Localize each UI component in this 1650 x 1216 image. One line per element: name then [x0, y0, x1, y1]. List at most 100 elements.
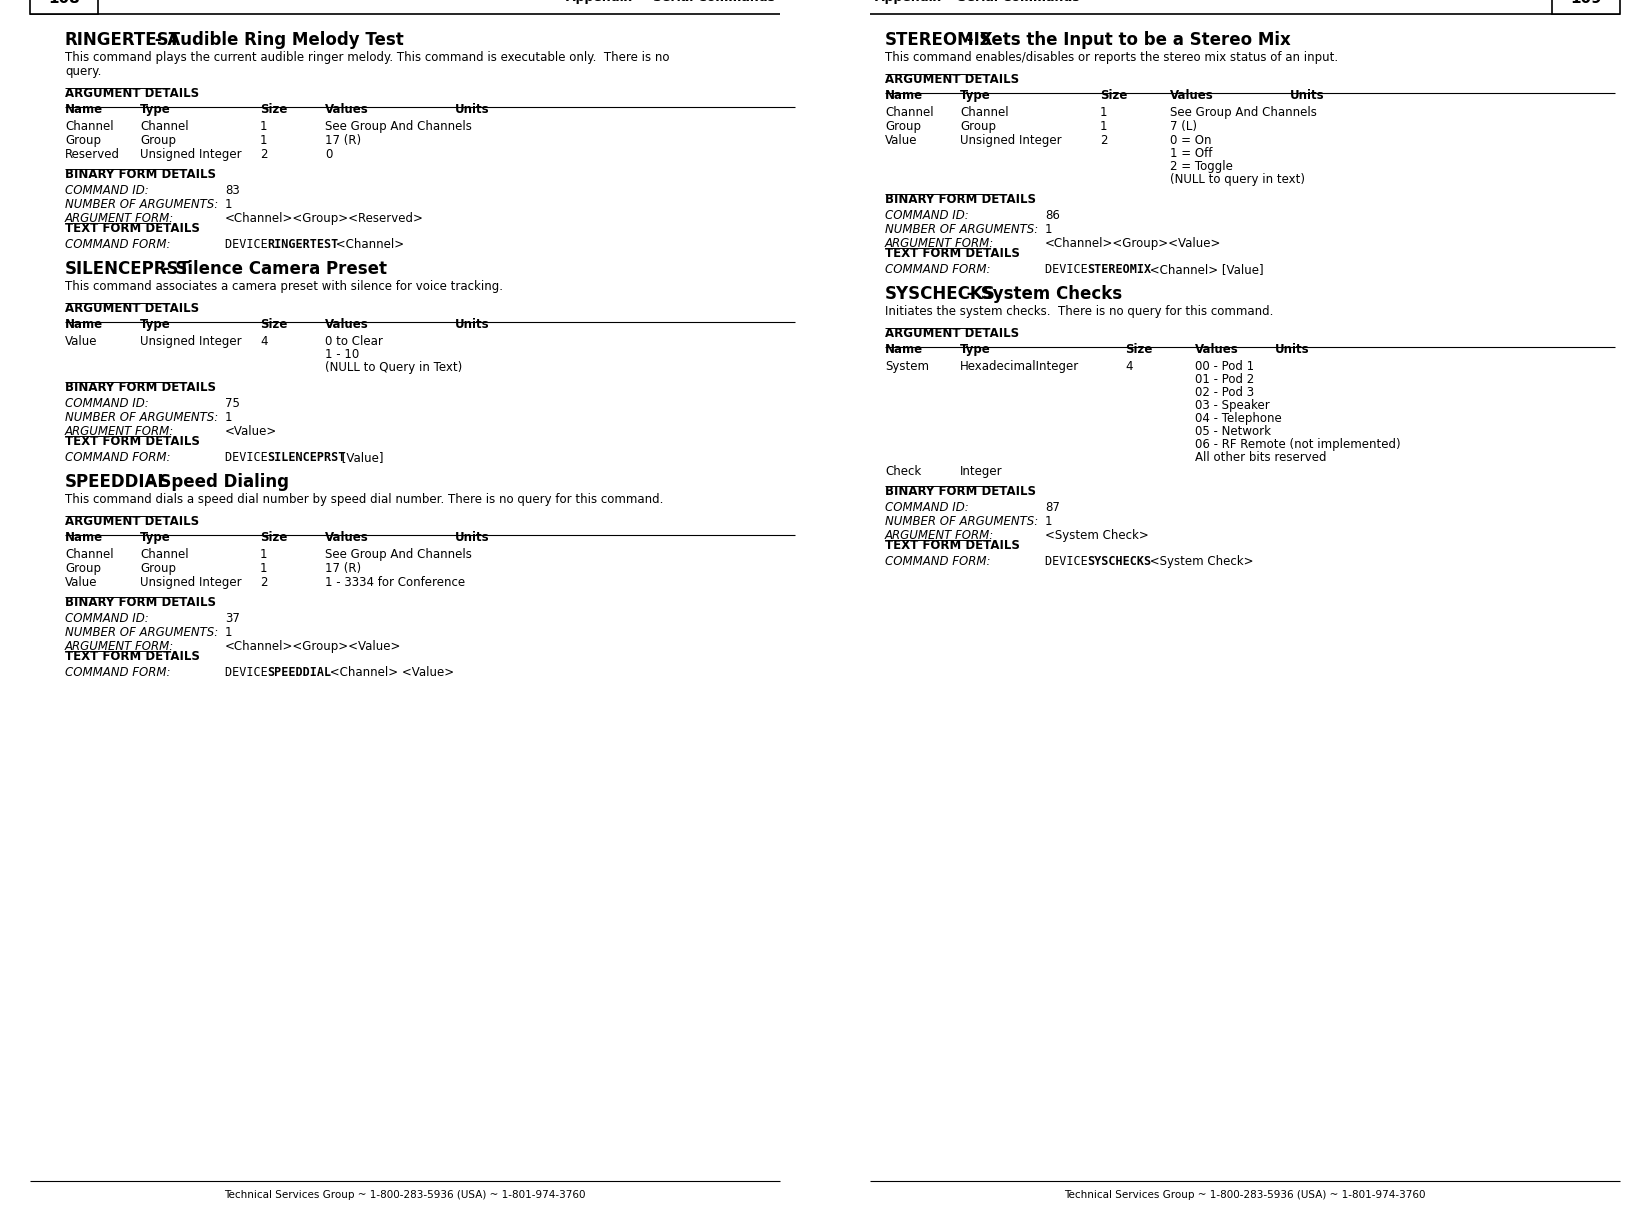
Text: 0 to Clear: 0 to Clear — [325, 334, 383, 348]
Text: SPEEDDIAL: SPEEDDIAL — [267, 666, 332, 679]
Text: <Channel>: <Channel> — [332, 238, 404, 250]
Text: DEVICE: DEVICE — [224, 238, 276, 250]
Text: Initiates the system checks.  There is no query for this command.: Initiates the system checks. There is no… — [884, 305, 1274, 319]
Text: Group: Group — [64, 562, 101, 575]
Text: 37: 37 — [224, 612, 239, 625]
Text: - Sets the Input to be a Stereo Mix: - Sets the Input to be a Stereo Mix — [960, 30, 1290, 49]
Text: DEVICE: DEVICE — [1044, 263, 1096, 276]
Text: Channel: Channel — [64, 548, 114, 561]
Text: COMMAND ID:: COMMAND ID: — [884, 501, 969, 514]
Text: Value: Value — [884, 134, 917, 147]
Text: ARGUMENT FORM:: ARGUMENT FORM: — [64, 212, 175, 225]
Text: query.: query. — [64, 64, 101, 78]
Text: Values: Values — [325, 531, 368, 544]
Text: Name: Name — [884, 89, 922, 102]
Text: TEXT FORM DETAILS: TEXT FORM DETAILS — [64, 223, 200, 235]
Text: Name: Name — [64, 319, 102, 331]
Bar — [1553, 0, 1620, 15]
Text: BINARY FORM DETAILS: BINARY FORM DETAILS — [64, 381, 216, 394]
Text: Type: Type — [140, 319, 170, 331]
Text: (NULL to query in text): (NULL to query in text) — [1170, 173, 1305, 186]
Text: ARGUMENT FORM:: ARGUMENT FORM: — [64, 640, 175, 653]
Text: COMMAND ID:: COMMAND ID: — [64, 612, 148, 625]
Text: STEREOMIX: STEREOMIX — [1087, 263, 1152, 276]
Text: Channel: Channel — [884, 106, 934, 119]
Text: Units: Units — [455, 531, 490, 544]
Text: SILENCEPRST: SILENCEPRST — [64, 260, 191, 278]
Text: Channel: Channel — [140, 120, 188, 133]
Text: <Channel><Group><Value>: <Channel><Group><Value> — [1044, 237, 1221, 250]
Text: See Group And Channels: See Group And Channels — [325, 120, 472, 133]
Text: 75: 75 — [224, 396, 239, 410]
Text: STEREOMIX: STEREOMIX — [884, 30, 993, 49]
Text: 1: 1 — [224, 198, 233, 212]
Text: ARGUMENT FORM:: ARGUMENT FORM: — [64, 426, 175, 438]
Text: [Value]: [Value] — [338, 451, 384, 465]
Text: 1 - 10: 1 - 10 — [325, 348, 360, 361]
Text: RINGERTEST: RINGERTEST — [64, 30, 182, 49]
Text: ARGUMENT DETAILS: ARGUMENT DETAILS — [64, 302, 200, 315]
Text: System: System — [884, 360, 929, 373]
Text: HexadecimalInteger: HexadecimalInteger — [960, 360, 1079, 373]
Text: 0 = On: 0 = On — [1170, 134, 1211, 147]
Text: <Channel><Group><Value>: <Channel><Group><Value> — [224, 640, 401, 653]
Text: Group: Group — [64, 134, 101, 147]
Text: This command enables/disables or reports the stereo mix status of an input.: This command enables/disables or reports… — [884, 51, 1338, 64]
Text: This command associates a camera preset with silence for voice tracking.: This command associates a camera preset … — [64, 280, 503, 293]
Text: This command plays the current audible ringer melody. This command is executable: This command plays the current audible r… — [64, 51, 670, 64]
Text: BINARY FORM DETAILS: BINARY FORM DETAILS — [884, 193, 1036, 206]
Text: NUMBER OF ARGUMENTS:: NUMBER OF ARGUMENTS: — [884, 516, 1038, 528]
Text: 01 - Pod 2: 01 - Pod 2 — [1195, 373, 1254, 385]
Text: 17 (R): 17 (R) — [325, 134, 361, 147]
Text: 1: 1 — [1101, 120, 1107, 133]
Text: DEVICE: DEVICE — [224, 451, 276, 465]
Text: ARGUMENT DETAILS: ARGUMENT DETAILS — [64, 88, 200, 100]
Text: 2: 2 — [1101, 134, 1107, 147]
Text: ARGUMENT DETAILS: ARGUMENT DETAILS — [64, 516, 200, 528]
Text: Integer: Integer — [960, 465, 1003, 478]
Text: 1: 1 — [224, 411, 233, 424]
Text: 1: 1 — [1044, 516, 1053, 528]
Text: Technical Services Group ~ 1-800-283-5936 (USA) ~ 1-801-974-3760: Technical Services Group ~ 1-800-283-593… — [1064, 1190, 1426, 1200]
Text: Size: Size — [261, 103, 287, 116]
Text: SILENCEPRST: SILENCEPRST — [267, 451, 345, 465]
Text: SYSCHECKS: SYSCHECKS — [1087, 554, 1152, 568]
Text: RINGERTEST: RINGERTEST — [267, 238, 338, 250]
Text: Group: Group — [140, 562, 177, 575]
Text: TEXT FORM DETAILS: TEXT FORM DETAILS — [64, 435, 200, 447]
Text: <Channel> <Value>: <Channel> <Value> — [325, 666, 454, 679]
Text: 1: 1 — [261, 120, 267, 133]
Text: - Audible Ring Melody Test: - Audible Ring Melody Test — [148, 30, 404, 49]
Text: Type: Type — [140, 103, 170, 116]
Text: Units: Units — [1290, 89, 1325, 102]
Text: 108: 108 — [48, 0, 79, 6]
Text: 17 (R): 17 (R) — [325, 562, 361, 575]
Text: Channel: Channel — [64, 120, 114, 133]
Text: See Group And Channels: See Group And Channels — [1170, 106, 1317, 119]
Text: <Channel> [Value]: <Channel> [Value] — [1145, 263, 1264, 276]
Text: (NULL to Query in Text): (NULL to Query in Text) — [325, 361, 462, 375]
Text: Type: Type — [140, 531, 170, 544]
Text: COMMAND ID:: COMMAND ID: — [64, 396, 148, 410]
Text: 1: 1 — [261, 548, 267, 561]
Text: 109: 109 — [1571, 0, 1602, 6]
Text: 4: 4 — [261, 334, 267, 348]
Text: Reserved: Reserved — [64, 148, 120, 161]
Text: 87: 87 — [1044, 501, 1059, 514]
Text: Group: Group — [140, 134, 177, 147]
Text: 1: 1 — [1044, 223, 1053, 236]
Text: Type: Type — [960, 343, 990, 356]
Text: Unsigned Integer: Unsigned Integer — [140, 148, 241, 161]
Text: Unsigned Integer: Unsigned Integer — [140, 334, 241, 348]
Text: DEVICE: DEVICE — [224, 666, 276, 679]
Text: - Speed Dialing: - Speed Dialing — [140, 473, 289, 491]
Text: Group: Group — [960, 120, 997, 133]
Text: 86: 86 — [1044, 209, 1059, 223]
Text: See Group And Channels: See Group And Channels — [325, 548, 472, 561]
Text: COMMAND FORM:: COMMAND FORM: — [64, 238, 170, 250]
Text: Technical Services Group ~ 1-800-283-5936 (USA) ~ 1-801-974-3760: Technical Services Group ~ 1-800-283-593… — [224, 1190, 586, 1200]
Text: Units: Units — [1275, 343, 1310, 356]
Text: COMMAND FORM:: COMMAND FORM: — [64, 666, 170, 679]
Text: 1: 1 — [224, 626, 233, 638]
Text: Values: Values — [325, 319, 368, 331]
